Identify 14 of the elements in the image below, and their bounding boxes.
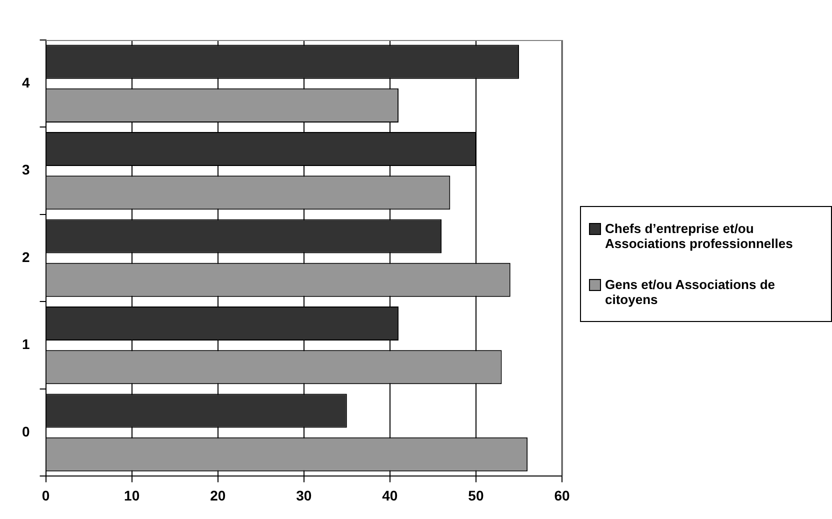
x-tick-label: 40 (382, 487, 398, 504)
x-tick-label: 50 (468, 487, 484, 504)
x-tick-label: 60 (554, 487, 570, 504)
y-tick-label: 2 (22, 248, 30, 265)
y-tick-label: 1 (22, 336, 30, 352)
x-tick-label: 20 (210, 487, 226, 504)
legend-label: Chefs d’entreprise et/ou Associations professionnelles (605, 221, 794, 251)
y-tick-label: 3 (22, 162, 30, 178)
x-tick-label: 30 (296, 487, 312, 504)
y-tick-label: 0 (22, 423, 30, 440)
y-tick-label: 4 (22, 74, 30, 90)
x-tick-label: 10 (124, 487, 140, 504)
legend-label: Gens et/ou Associations de citoyens (605, 277, 776, 307)
x-tick-label: 0 (42, 487, 50, 504)
